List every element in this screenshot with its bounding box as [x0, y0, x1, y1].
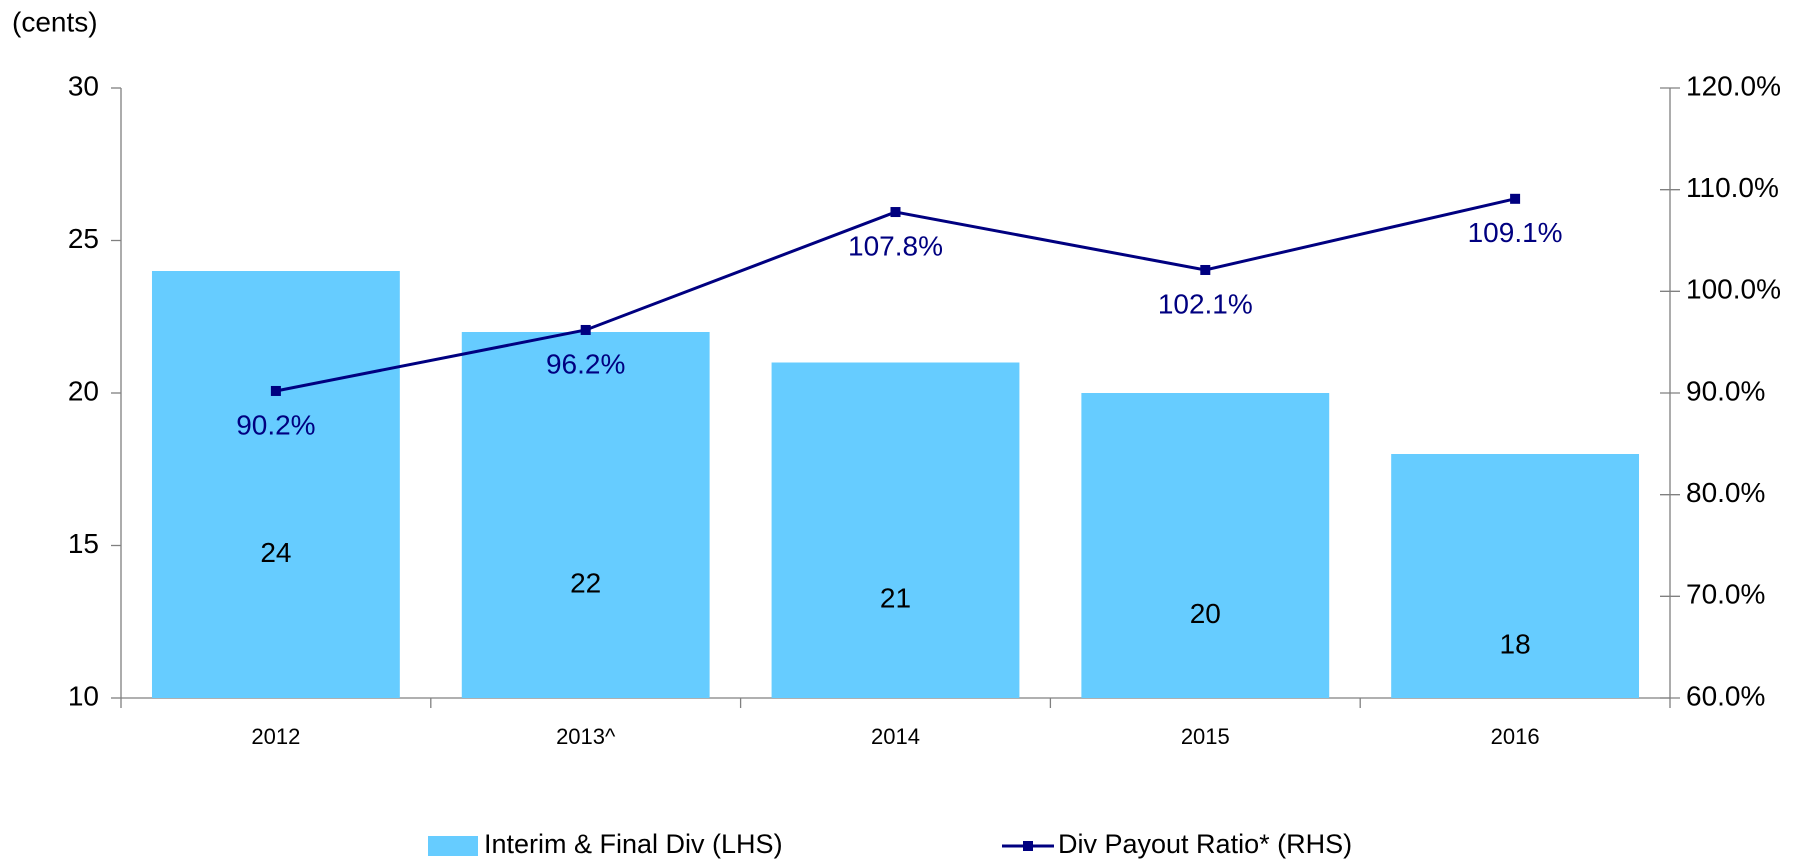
bar-value-label: 21	[880, 583, 911, 614]
line-value-label: 109.1%	[1468, 217, 1563, 248]
y2-tick-label: 90.0%	[1686, 375, 1765, 406]
y2-tick-label: 60.0%	[1686, 680, 1765, 711]
line-marker	[270, 385, 281, 396]
bar-value-label: 18	[1500, 628, 1531, 659]
y-axis-label: (cents)	[12, 6, 98, 37]
line-value-label: 102.1%	[1158, 288, 1253, 319]
legend-swatch	[1023, 841, 1033, 851]
bar	[1391, 454, 1640, 698]
x-tick-label: 2012	[251, 724, 300, 749]
line-marker	[890, 207, 901, 218]
legend-label: Div Payout Ratio* (RHS)	[1058, 829, 1352, 859]
bar-value-label: 24	[260, 537, 291, 568]
legend-swatch	[428, 836, 478, 856]
line-marker	[1510, 193, 1521, 204]
y-tick-label: 15	[68, 528, 99, 559]
y2-tick-label: 120.0%	[1686, 70, 1781, 101]
legend-label: Interim & Final Div (LHS)	[484, 829, 783, 859]
y2-tick-label: 100.0%	[1686, 274, 1781, 305]
x-tick-label: 2014	[871, 724, 920, 749]
bar	[461, 332, 710, 698]
y-tick-label: 25	[68, 223, 99, 254]
line-marker	[580, 324, 591, 335]
bar-value-label: 22	[570, 567, 601, 598]
y-tick-label: 30	[68, 70, 99, 101]
y2-tick-label: 110.0%	[1686, 172, 1779, 203]
bar	[771, 362, 1020, 698]
x-tick-label: 2016	[1491, 724, 1540, 749]
y2-tick-label: 70.0%	[1686, 579, 1765, 610]
y-tick-label: 20	[68, 375, 99, 406]
bar-value-label: 20	[1190, 598, 1221, 629]
bar	[1081, 393, 1330, 698]
x-tick-label: 2015	[1181, 724, 1230, 749]
line-value-label: 96.2%	[546, 348, 625, 379]
y2-tick-label: 80.0%	[1686, 477, 1765, 508]
y-tick-label: 10	[68, 680, 99, 711]
line-marker	[1200, 264, 1211, 275]
bar	[151, 271, 400, 698]
x-tick-label: 2013^	[556, 724, 616, 749]
line-value-label: 107.8%	[848, 230, 943, 261]
line-value-label: 90.2%	[236, 409, 315, 440]
